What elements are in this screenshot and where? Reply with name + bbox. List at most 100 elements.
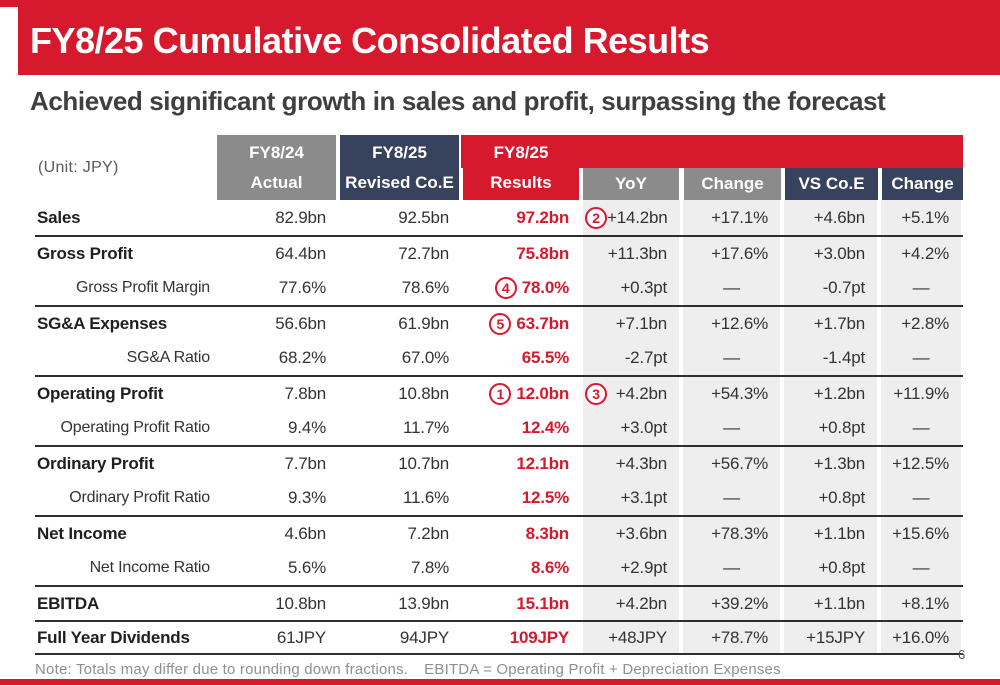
cell-yoy: 2 +14.2bn: [581, 200, 681, 235]
cell-yoy: +3.1pt: [581, 480, 681, 515]
cell-results: 97.2bn: [516, 207, 569, 227]
top-accent-bar: [0, 0, 1000, 7]
circle-annotation: 5: [489, 312, 512, 335]
cell-fy24-actual: 7.7bn: [284, 453, 326, 473]
cell-results: 12.5%: [521, 487, 569, 507]
cell-yoy: +0.3pt: [581, 270, 681, 305]
cell-results: 15.1bn: [516, 593, 569, 613]
cell-revised-coe: 10.8bn: [398, 383, 449, 403]
title-banner: FY8/25 Cumulative Consolidated Results: [18, 7, 1000, 75]
row-label-cell: Ordinary Profit Ratio: [35, 480, 215, 515]
cell-yoy-change: —: [681, 480, 782, 515]
cell-vs-coe: +0.8pt: [782, 550, 879, 585]
table-row: Sales 82.9bn 92.5bn 97.2bn 2 +14.2bn +17.…: [35, 200, 963, 235]
cell-vs-coe: +15JPY: [782, 622, 879, 653]
cell-vs-change: +11.9%: [879, 377, 963, 410]
table-header: (Unit: JPY) FY8/24 Actual FY8/25 Revised…: [35, 135, 963, 200]
cell-vs-coe: +1.2bn: [782, 377, 879, 410]
circle-annotation: 3: [585, 382, 607, 405]
cell-vs-coe: +1.3bn: [782, 447, 879, 480]
cell-vs-change: —: [879, 270, 963, 305]
cell-yoy-change: +12.6%: [681, 307, 782, 340]
cell-results: 65.5%: [521, 347, 569, 367]
col-header-fy24: FY8/24 Actual: [215, 135, 338, 200]
table-row: Gross Profit 64.4bn 72.7bn 75.8bn +11.3b…: [35, 235, 963, 270]
cell-fy24-actual: 10.8bn: [275, 593, 326, 613]
row-label: Ordinary Profit: [37, 453, 154, 473]
cell-revised-coe: 61.9bn: [398, 313, 449, 333]
cell-results: 4 78.0%: [461, 270, 581, 305]
row-label-cell: Ordinary Profit: [35, 447, 215, 480]
col-header-results: FY8/25 Results: [463, 135, 579, 200]
cell-results: 12.4%: [521, 417, 569, 437]
cell-revised-coe: 67.0%: [401, 347, 449, 367]
cell-fy24-actual: 7.8bn: [284, 383, 326, 403]
row-label-cell: Sales: [35, 200, 215, 235]
cell-yoy: +11.3bn: [581, 237, 681, 270]
cell-revised-coe: 92.5bn: [398, 207, 449, 227]
cell-yoy-change: +39.2%: [681, 587, 782, 620]
unit-label-cell: (Unit: JPY): [35, 135, 215, 200]
cell-revised-coe: 10.7bn: [398, 453, 449, 473]
cell-fy24-actual: 82.9bn: [275, 207, 326, 227]
table-row: Ordinary Profit Ratio 9.3% 11.6% 12.5% +…: [35, 480, 963, 515]
row-label-cell: Full Year Dividends: [35, 622, 215, 653]
cell-results: 8.3bn: [525, 523, 570, 543]
cell-yoy-change: +17.1%: [681, 200, 782, 235]
cell-vs-change: —: [879, 410, 963, 445]
cell-vs-coe: -0.7pt: [782, 270, 879, 305]
row-label: Net Income Ratio: [89, 558, 211, 576]
cell-yoy: 3 +4.2bn: [581, 377, 681, 410]
circle-annotation: 2: [585, 206, 607, 229]
cell-results: 8.6%: [531, 557, 569, 577]
col-header-vs-coe: VS Co.E: [785, 168, 878, 200]
cell-results: 75.8bn: [516, 243, 569, 263]
slide-subtitle: Achieved significant growth in sales and…: [30, 86, 886, 116]
cell-vs-coe: +1.7bn: [782, 307, 879, 340]
cell-fy24-actual: 9.4%: [288, 417, 326, 437]
cell-yoy-change: —: [681, 550, 782, 585]
cell-vs-coe: +3.0bn: [782, 237, 879, 270]
cell-yoy: +3.6bn: [581, 517, 681, 550]
cell-vs-coe: +4.6bn: [782, 200, 879, 235]
col-header-vs-change: Change: [882, 168, 963, 200]
row-label: Net Income: [37, 523, 127, 543]
row-label-cell: SG&A Expenses: [35, 307, 215, 340]
table-row: Ordinary Profit 7.7bn 10.7bn 12.1bn +4.3…: [35, 445, 963, 480]
cell-yoy: -2.7pt: [581, 340, 681, 375]
cell-yoy: +3.0pt: [581, 410, 681, 445]
circle-annotation: 1: [489, 382, 512, 405]
cell-fy24-actual: 68.2%: [278, 347, 326, 367]
cell-vs-coe: +1.1bn: [782, 587, 879, 620]
col-header-fy24-bottom: Actual: [250, 172, 303, 192]
footnote: Note: Totals may differ due to rounding …: [35, 661, 781, 678]
circle-annotation: 4: [494, 276, 517, 299]
cell-vs-change: —: [879, 480, 963, 515]
cell-vs-change: +4.2%: [879, 237, 963, 270]
row-label: Gross Profit: [37, 243, 133, 263]
row-label-cell: EBITDA: [35, 587, 215, 620]
cell-revised-coe: 72.7bn: [398, 243, 449, 263]
cell-fy24-actual: 9.3%: [288, 487, 326, 507]
cell-yoy: +4.2bn: [581, 587, 681, 620]
row-label-cell: Net Income Ratio: [35, 550, 215, 585]
col-header-fy24-top: FY8/24: [249, 142, 304, 162]
col-header-yoy: YoY: [583, 168, 679, 200]
table-row: Gross Profit Margin 77.6% 78.6% 4 78.0% +…: [35, 270, 963, 305]
cell-results: 12.1bn: [516, 453, 569, 473]
col-header-yoy-change: Change: [684, 168, 781, 200]
cell-yoy-change: +78.7%: [681, 622, 782, 653]
cell-fy24-actual: 4.6bn: [284, 523, 326, 543]
footnote-ebitda: EBITDA = Operating Profit + Depreciation…: [424, 661, 781, 678]
results-table: (Unit: JPY) FY8/24 Actual FY8/25 Revised…: [35, 135, 963, 655]
table-row: EBITDA 10.8bn 13.9bn 15.1bn +4.2bn +39.2…: [35, 585, 963, 620]
col-header-results-bottom: Results: [490, 172, 552, 192]
cell-vs-change: +16.0%: [879, 622, 963, 653]
comparison-header-group: FY8/25 Results YoY Change VS Co.E Change: [461, 135, 963, 200]
cell-fy24-actual: 56.6bn: [275, 313, 326, 333]
cell-revised-coe: 94JPY: [399, 627, 449, 647]
cell-revised-coe: 7.2bn: [407, 523, 449, 543]
row-label: Operating Profit: [37, 383, 164, 403]
col-header-results-top: FY8/25: [493, 142, 549, 162]
